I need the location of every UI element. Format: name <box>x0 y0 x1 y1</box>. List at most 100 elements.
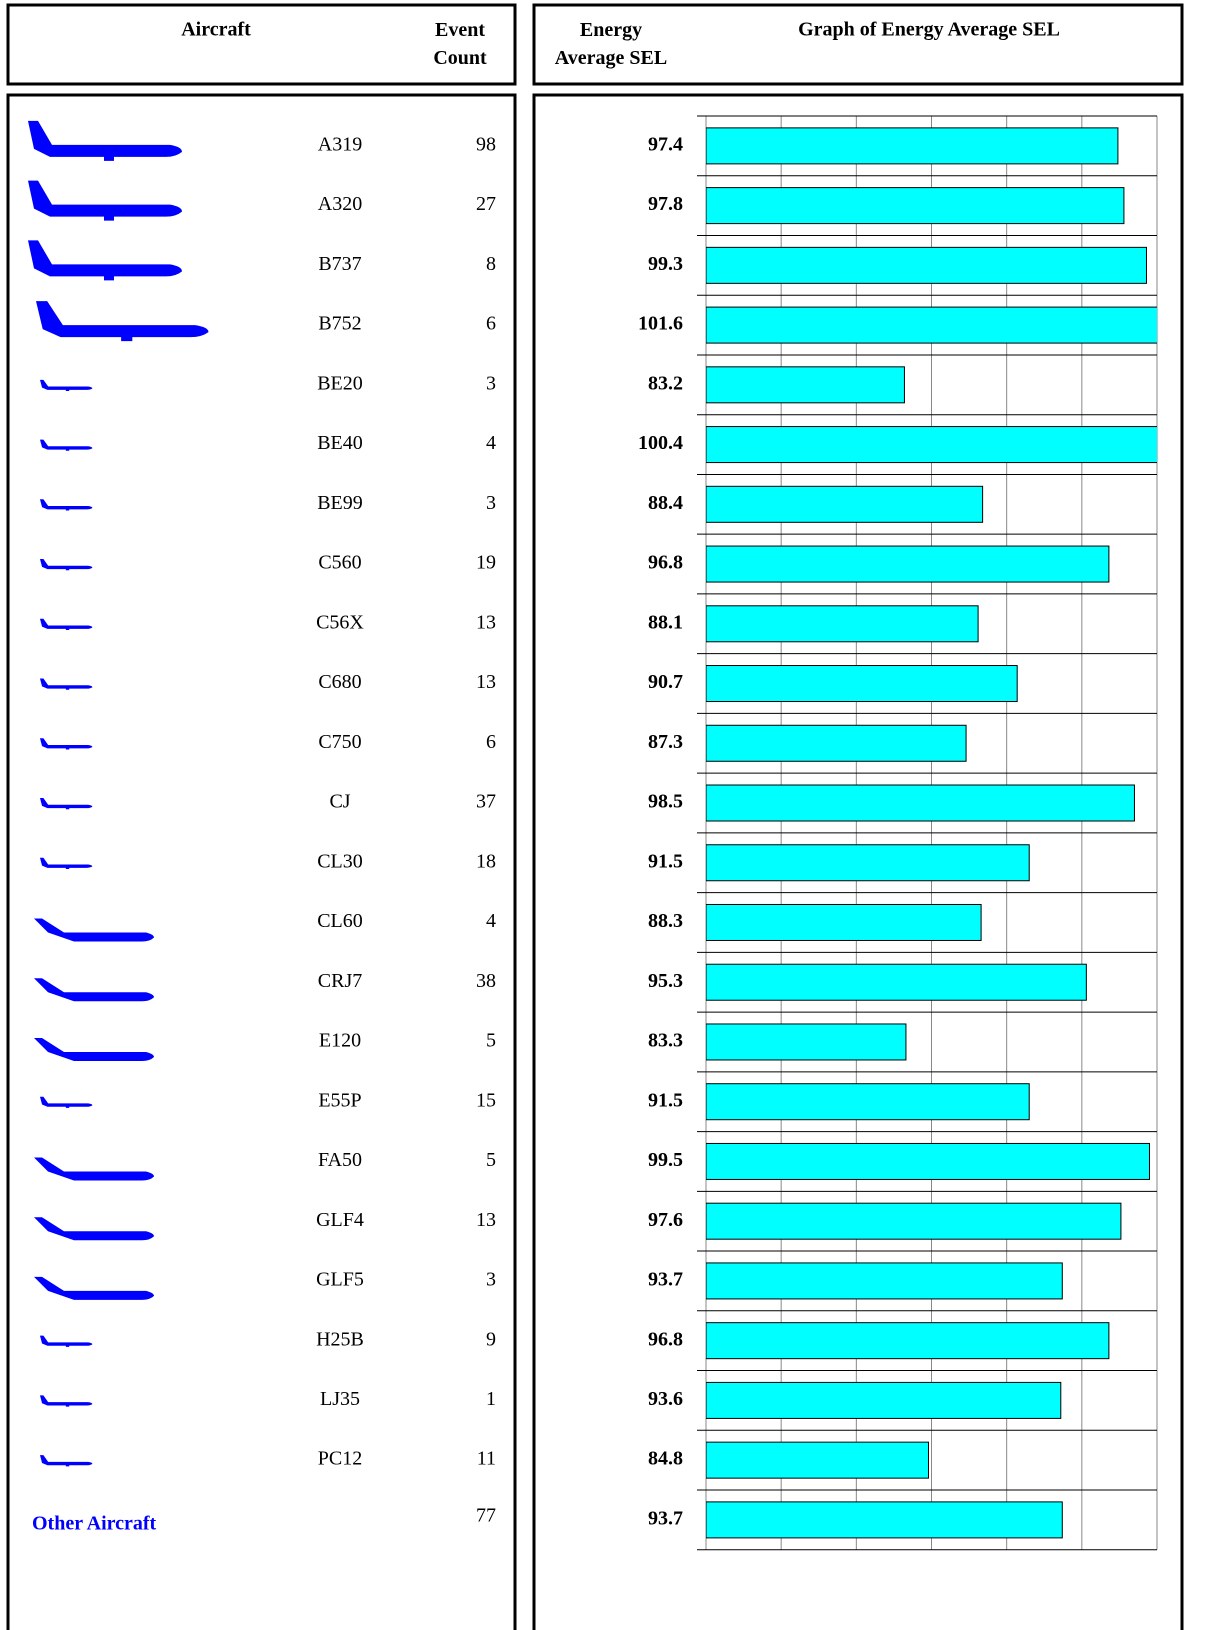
bar <box>706 1381 1062 1419</box>
bar <box>706 665 1018 703</box>
bar <box>706 366 905 404</box>
aircraft-name: C560 <box>318 552 361 574</box>
sel-header-wrap: Energy Average SEL <box>555 19 667 69</box>
aircraft-icon <box>40 499 93 511</box>
sel-value: 100.4 <box>638 432 683 454</box>
event-count: 11 <box>477 1448 496 1470</box>
aircraft-icon <box>40 618 93 630</box>
sel-value: 101.6 <box>638 313 683 335</box>
bars <box>706 127 1157 1539</box>
sel-value: 88.3 <box>648 910 683 932</box>
sel-value: 99.3 <box>648 253 683 275</box>
aircraft-name: A319 <box>318 133 362 155</box>
right-header-box <box>532 3 1184 86</box>
event-count: 27 <box>476 193 496 215</box>
aircraft-name: E55P <box>318 1089 361 1111</box>
event-count: 1 <box>486 1388 496 1410</box>
event-count: 3 <box>486 1269 496 1291</box>
other-aircraft-label: Other Aircraft <box>32 1512 157 1534</box>
right-body-box <box>532 93 1184 1630</box>
aircraft-name: CL30 <box>317 850 363 872</box>
aircraft-name: BE20 <box>317 372 363 394</box>
aircraft-name: FA50 <box>318 1149 362 1171</box>
event-count: 13 <box>476 611 496 633</box>
aircraft-icon <box>34 1217 154 1241</box>
aircraft-icon <box>34 978 154 1002</box>
aircraft-icon <box>40 857 93 869</box>
sel-value: 96.8 <box>648 552 683 574</box>
bar <box>706 306 1157 344</box>
aircraft-name: E120 <box>319 1030 361 1052</box>
aircraft-icon <box>40 678 93 690</box>
sel-value: 97.4 <box>648 133 683 155</box>
sel-value: 88.1 <box>648 611 683 633</box>
left-header-box <box>6 3 517 86</box>
event-count: 3 <box>486 492 496 514</box>
sel-value: 97.8 <box>648 193 683 215</box>
bar <box>706 1083 1030 1121</box>
aircraft-icon <box>40 738 93 750</box>
event-count: 98 <box>476 133 496 155</box>
sel-value: 88.4 <box>648 492 683 514</box>
event-count: 6 <box>486 731 496 753</box>
sel-value: 93.7 <box>648 1507 683 1529</box>
aircraft-name: CL60 <box>317 910 363 932</box>
bar <box>706 1322 1110 1360</box>
event-count: 37 <box>476 791 496 813</box>
aircraft-name: BE40 <box>317 432 363 454</box>
aircraft-icon <box>36 301 209 342</box>
sel-value: 83.3 <box>648 1030 683 1052</box>
aircraft-name: CJ <box>329 791 350 813</box>
event-count: 6 <box>486 313 496 335</box>
sel-value: 97.6 <box>648 1209 683 1231</box>
aircraft-icon <box>40 439 93 451</box>
sel-value: 87.3 <box>648 731 683 753</box>
aircraft-name: B752 <box>318 313 361 335</box>
bar <box>706 1262 1063 1300</box>
bar <box>706 1202 1122 1240</box>
aircraft-icon <box>40 1455 93 1467</box>
aircraft-name: C750 <box>318 731 361 753</box>
event-count: 19 <box>476 552 496 574</box>
aircraft-header: Aircraft <box>181 19 251 41</box>
aircraft-name: LJ35 <box>320 1388 360 1410</box>
sel-value: 91.5 <box>648 850 683 872</box>
sel-value: 99.5 <box>648 1149 683 1171</box>
bar <box>706 187 1125 225</box>
bar <box>706 1441 929 1479</box>
aircraft-icon <box>28 120 182 161</box>
bar <box>706 963 1087 1001</box>
aircraft-icon <box>28 240 182 281</box>
aircraft-name: B737 <box>318 253 361 275</box>
aircraft-name: PC12 <box>318 1448 362 1470</box>
event-count: 18 <box>476 850 496 872</box>
event-count: 4 <box>486 432 496 454</box>
aircraft-name: A320 <box>318 193 362 215</box>
event-count: 13 <box>476 671 496 693</box>
bar <box>706 545 1110 583</box>
aircraft-name: BE99 <box>317 492 363 514</box>
bar <box>706 605 979 643</box>
bar <box>706 426 1157 464</box>
event-count: 15 <box>476 1089 496 1111</box>
aircraft-icon <box>40 1335 93 1347</box>
bar <box>706 784 1135 822</box>
event-count: 4 <box>486 910 496 932</box>
sel-value: 84.8 <box>648 1448 683 1470</box>
sel-value: 98.5 <box>648 791 683 813</box>
sel-value: 91.5 <box>648 1089 683 1111</box>
event-count: 3 <box>486 372 496 394</box>
event-count: 9 <box>486 1328 496 1350</box>
event-count: 5 <box>486 1030 496 1052</box>
aircraft-icon <box>40 1096 93 1108</box>
aircraft-icon <box>34 1276 154 1300</box>
aircraft-icon <box>40 559 93 571</box>
aircraft-name: C56X <box>316 611 364 633</box>
bar <box>706 844 1030 882</box>
count-header-wrap: Event Count <box>433 19 486 69</box>
aircraft-icon <box>40 379 93 392</box>
event-count: 13 <box>476 1209 496 1231</box>
left-body-box <box>6 93 517 1630</box>
bar <box>706 724 967 762</box>
